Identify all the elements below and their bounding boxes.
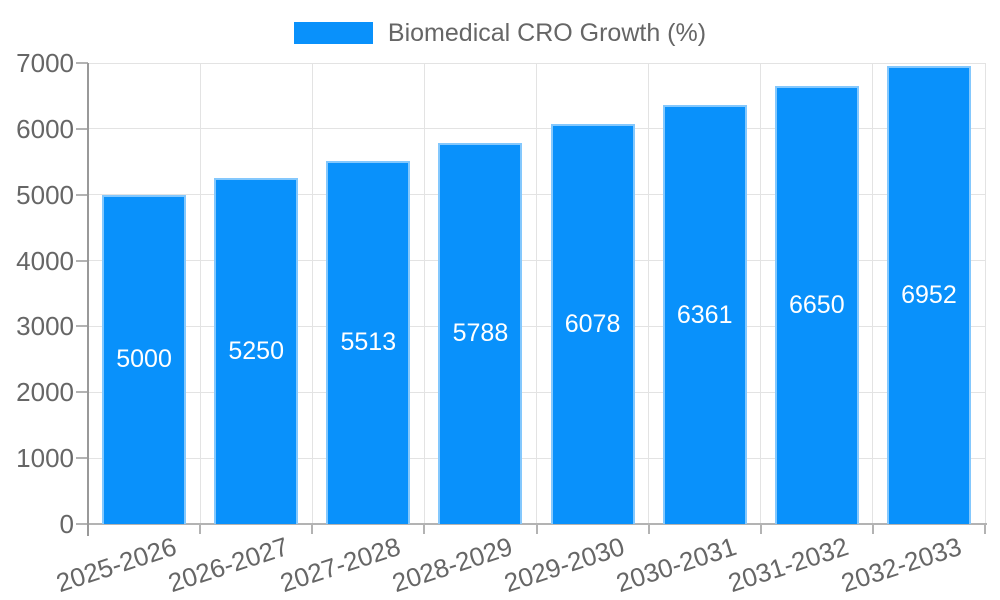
y-axis-tick <box>76 193 88 196</box>
gridline <box>872 63 874 524</box>
y-tick-label: 4000 <box>16 245 74 276</box>
gridline <box>984 63 986 524</box>
x-tick-label: 2026-2027 <box>164 531 292 599</box>
legend-swatch <box>293 22 373 44</box>
bar-2030-2031[interactable] <box>662 105 747 524</box>
y-tick-label: 5000 <box>16 179 74 210</box>
gridline <box>760 63 762 524</box>
bar-value-label: 5513 <box>340 328 397 357</box>
y-axis-tick <box>76 127 88 130</box>
bar-2025-2026[interactable] <box>102 194 187 524</box>
bar-2028-2029[interactable] <box>438 142 523 524</box>
bar-value-label: 6952 <box>901 281 957 310</box>
bar-value-label: 6650 <box>789 291 845 320</box>
gridline <box>311 63 313 524</box>
bar-value-label: 5250 <box>228 337 284 366</box>
y-tick-label: 7000 <box>16 48 74 78</box>
y-axis-tick <box>76 523 88 525</box>
x-tick-label: 2025-2026 <box>52 531 180 599</box>
y-tick-label: 0 <box>59 509 74 539</box>
y-tick-label: 6000 <box>16 113 74 144</box>
x-axis-tick <box>199 524 202 534</box>
bar-2029-2030[interactable] <box>550 123 635 524</box>
y-tick-label: 3000 <box>16 311 74 342</box>
bar-2031-2032[interactable] <box>774 86 859 524</box>
x-axis-tick <box>423 524 426 534</box>
gridline <box>423 63 425 524</box>
bar-value-label: 6078 <box>564 309 621 338</box>
gridline <box>648 63 650 524</box>
bar-2027-2028[interactable] <box>326 160 411 524</box>
bar-value-label: 5000 <box>116 345 172 374</box>
x-axis-tick <box>535 524 538 534</box>
gridline <box>536 63 537 524</box>
y-axis-line <box>87 63 89 536</box>
x-tick-label: 2028-2029 <box>388 531 517 599</box>
x-axis-line <box>88 523 987 525</box>
bar-2032-2033[interactable] <box>886 66 971 524</box>
bar-value-label: 5788 <box>452 319 509 348</box>
legend[interactable]: Biomedical CRO Growth (%) <box>0 20 1000 46</box>
y-axis-tick <box>76 325 88 328</box>
bar-value-label: 6361 <box>676 300 733 329</box>
y-axis-tick <box>76 391 88 394</box>
x-tick-label: 2032-2033 <box>837 531 965 599</box>
y-axis-tick <box>76 62 88 64</box>
x-axis-tick <box>759 524 762 534</box>
bar-2026-2027[interactable] <box>214 178 299 524</box>
x-tick-label: 2030-2031 <box>612 531 741 599</box>
x-tick-label: 2027-2028 <box>276 531 404 599</box>
gridline <box>199 63 201 524</box>
x-axis-tick <box>647 524 650 534</box>
legend-label: Biomedical CRO Growth (%) <box>387 19 707 47</box>
x-axis-tick <box>871 524 874 534</box>
y-tick-label: 2000 <box>16 377 74 408</box>
x-tick-label: 2029-2030 <box>500 531 629 599</box>
x-axis-tick <box>984 524 986 534</box>
y-axis-tick <box>76 259 88 262</box>
y-axis-tick <box>76 457 88 460</box>
x-axis-tick <box>311 524 314 534</box>
x-tick-label: 2031-2032 <box>724 531 853 599</box>
y-tick-label: 1000 <box>16 443 74 474</box>
